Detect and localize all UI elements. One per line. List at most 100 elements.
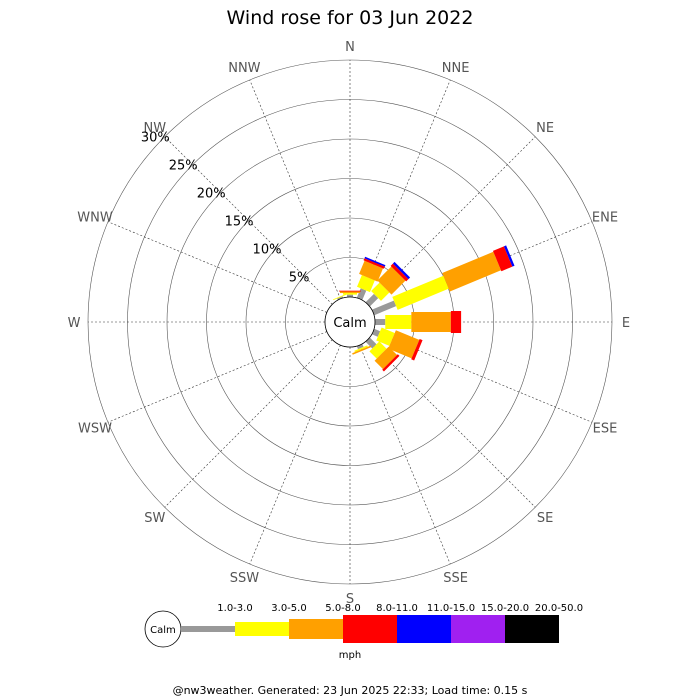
bar-segment-se-5.0-8.0 bbox=[374, 346, 398, 370]
direction-labels-layer: N NNE NE ENE E ESE SE SSE S SSW SW WSW W WNW NW NNW bbox=[68, 40, 631, 607]
direction-label-s: S bbox=[346, 592, 354, 607]
bar-segment-ne-3.0-5.0 bbox=[371, 282, 390, 301]
bar-segment-ne-1.0-3.0 bbox=[365, 293, 379, 307]
direction-label-ene: ENE bbox=[592, 210, 618, 225]
spoke-ese bbox=[372, 331, 593, 423]
legend-label-8.0-11.0: 8.0-11.0 bbox=[376, 603, 418, 614]
legend-swatch-20.0-50.0 bbox=[505, 615, 559, 643]
bar-segment-n-1.0-3.0 bbox=[347, 294, 353, 297]
spoke-nne bbox=[359, 79, 451, 300]
bar-segment-e-5.0-8.0 bbox=[411, 312, 451, 332]
bar-segment-nne-1.0-3.0 bbox=[356, 288, 367, 301]
direction-label-w: W bbox=[68, 316, 81, 331]
bar-segment-n-8.0-11.0 bbox=[339, 290, 361, 292]
bar-segment-n-5.0-8.0 bbox=[340, 291, 360, 294]
legend-label-1.0-3.0: 1.0-3.0 bbox=[217, 603, 252, 614]
legend-label-15.0-20.0: 15.0-20.0 bbox=[481, 603, 529, 614]
bar-segment-ne-11.0-15.0 bbox=[392, 261, 411, 280]
legend-swatch-15.0-20.0 bbox=[451, 615, 505, 643]
bar-segment-e-1.0-3.0 bbox=[375, 319, 386, 325]
spoke-nw bbox=[164, 136, 333, 305]
bar-segment-e-8.0-11.0 bbox=[450, 311, 462, 333]
direction-label-wnw: WNW bbox=[77, 210, 113, 225]
legend-units: mph bbox=[339, 650, 361, 661]
spoke-sse bbox=[359, 344, 451, 565]
ring-label: 30% bbox=[141, 131, 170, 146]
legend-label-5.0-8.0: 5.0-8.0 bbox=[325, 603, 360, 614]
bar-segment-nnw-1.0-3.0 bbox=[337, 296, 344, 301]
direction-label-nne: NNE bbox=[442, 61, 470, 76]
bar-se bbox=[365, 337, 400, 372]
ring-label: 10% bbox=[253, 242, 282, 257]
bar-segment-nnw-3.0-5.0 bbox=[333, 294, 347, 301]
bar-segment-nne-8.0-11.0 bbox=[363, 258, 385, 269]
direction-label-n: N bbox=[345, 40, 355, 55]
spoke-wnw bbox=[107, 221, 328, 313]
direction-label-nnw: NNW bbox=[228, 61, 260, 76]
spoke-sw bbox=[164, 339, 333, 508]
bar-segment-se-8.0-11.0 bbox=[382, 354, 400, 372]
legend-swatch-8.0-11.0 bbox=[343, 615, 397, 643]
bar-segment-nne-3.0-5.0 bbox=[357, 275, 375, 293]
bar-segment-se-3.0-5.0 bbox=[369, 341, 387, 359]
legend-swatch-3.0-5.0 bbox=[235, 622, 289, 636]
bar-ese bbox=[371, 327, 423, 361]
legend-bins: 1.0-3.0 3.0-5.0 5.0-8.0 8.0-11.0 11.0-15.0 15… bbox=[181, 603, 583, 643]
spoke-nnw bbox=[249, 79, 341, 300]
legend-calm-label: Calm bbox=[150, 625, 176, 636]
bar-segment-n-3.0-5.0 bbox=[343, 293, 357, 295]
ring-label: 20% bbox=[197, 187, 226, 202]
bar-segment-se-1.0-3.0 bbox=[365, 337, 377, 349]
legend-label-20.0-50.0: 20.0-50.0 bbox=[535, 603, 583, 614]
calm-center: Calm bbox=[324, 296, 376, 348]
bar-segment-sse-5.0-8.0 bbox=[352, 345, 372, 355]
bar-segment-ne-8.0-11.0 bbox=[390, 263, 409, 282]
bar-segment-ese-5.0-8.0 bbox=[388, 330, 420, 359]
spokes-layer bbox=[88, 60, 612, 584]
calm-circle bbox=[324, 296, 376, 348]
legend-swatch-5.0-8.0 bbox=[289, 619, 343, 639]
ring-label: 15% bbox=[225, 215, 254, 230]
direction-label-ese: ESE bbox=[593, 422, 618, 437]
spoke-wsw bbox=[107, 331, 328, 423]
legend: Calm 1.0-3.0 3.0-5.0 5.0-8.0 8.0-11.0 11.0-1… bbox=[144, 603, 583, 661]
direction-label-ssw: SSW bbox=[230, 571, 260, 586]
direction-label-nw: NW bbox=[144, 121, 167, 136]
bar-n bbox=[339, 290, 361, 297]
direction-label-sse: SSE bbox=[443, 571, 468, 586]
calm-label: Calm bbox=[333, 316, 366, 331]
bar-nne bbox=[356, 256, 386, 301]
ring-label: 5% bbox=[289, 270, 310, 285]
bar-segment-ne-5.0-8.0 bbox=[377, 266, 406, 295]
bar-segment-ese-1.0-3.0 bbox=[371, 328, 381, 337]
grid-ring bbox=[206, 178, 494, 466]
bar-sse bbox=[352, 343, 372, 355]
legend-swatch-1.0-3.0 bbox=[181, 626, 235, 632]
ring-labels-layer: 5% 10% 15% 20% 25% 30% bbox=[141, 131, 310, 286]
bar-segment-nne-11.0-15.0 bbox=[364, 256, 386, 267]
bar-segment-ene-1.0-3.0 bbox=[371, 300, 397, 316]
direction-label-e: E bbox=[622, 316, 630, 331]
footer-text: @nw3weather. Generated: 23 Jun 2025 22:3… bbox=[173, 684, 528, 697]
spoke-ssw bbox=[249, 344, 341, 565]
bar-ne bbox=[365, 261, 411, 307]
bar-segment-ene-5.0-8.0 bbox=[442, 251, 502, 292]
spoke-ne bbox=[367, 136, 536, 305]
ring-label: 25% bbox=[169, 159, 198, 174]
bar-segment-sse-3.0-5.0 bbox=[354, 345, 368, 353]
bar-e bbox=[375, 311, 462, 333]
direction-label-sw: SW bbox=[144, 511, 165, 526]
legend-label-11.0-15.0: 11.0-15.0 bbox=[427, 603, 475, 614]
chart-title: Wind rose for 03 Jun 2022 bbox=[227, 7, 474, 29]
direction-label-ne: NE bbox=[536, 121, 554, 136]
bar-segment-sse-1.0-3.0 bbox=[356, 343, 364, 350]
bar-ene bbox=[371, 245, 515, 316]
bar-segment-ese-3.0-5.0 bbox=[376, 327, 395, 346]
direction-label-wsw: WSW bbox=[78, 422, 112, 437]
legend-label-3.0-5.0: 3.0-5.0 bbox=[271, 603, 306, 614]
direction-label-se: SE bbox=[537, 511, 553, 526]
spoke-ene bbox=[372, 221, 593, 313]
bar-segment-ene-8.0-11.0 bbox=[492, 246, 513, 272]
